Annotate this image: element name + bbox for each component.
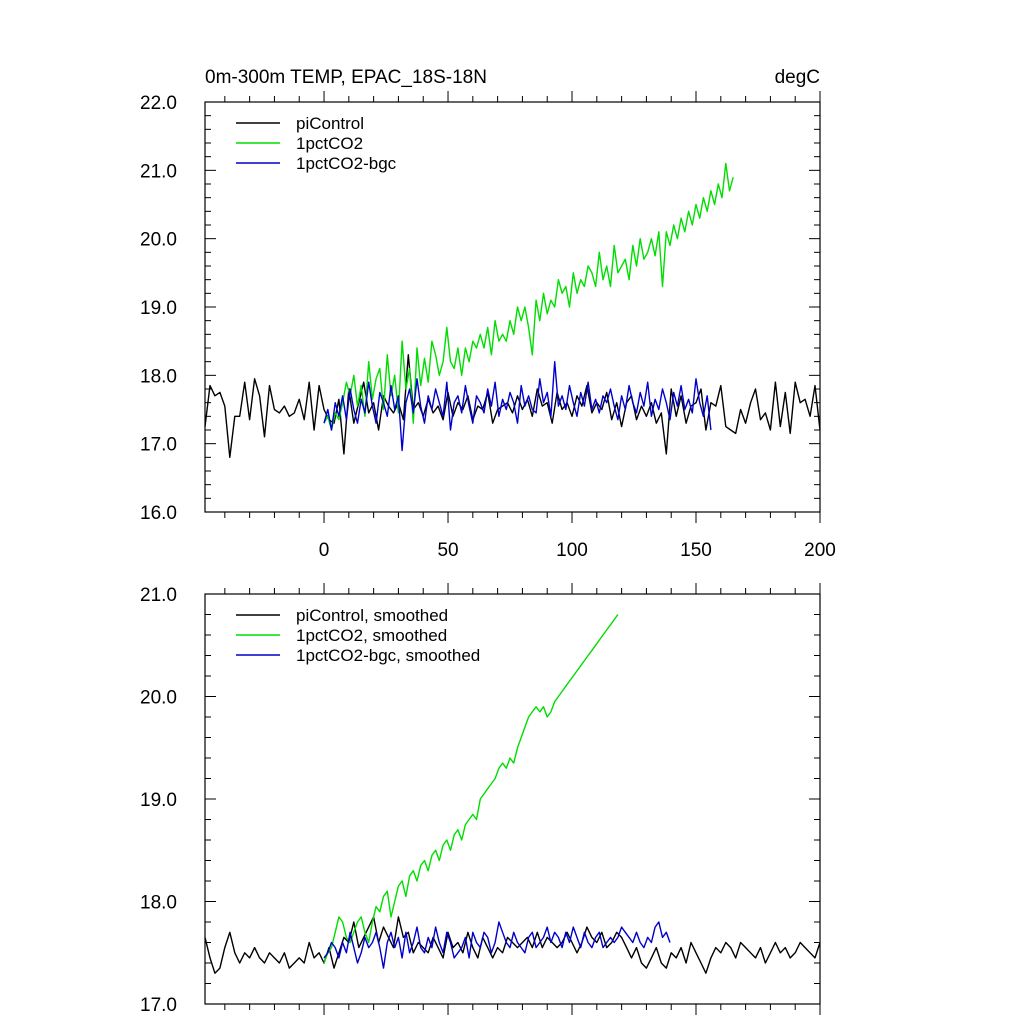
series-line: [204, 354, 821, 458]
y-tick-label: 22.0: [140, 93, 177, 114]
y-tick-label: 19.0: [140, 790, 177, 811]
x-tick-label: 100: [556, 540, 588, 561]
x-tick-label: 200: [804, 540, 836, 561]
y-tick-label: 18.0: [140, 893, 177, 914]
chart-title: 0m-300m TEMP, EPAC_18S-18N: [205, 67, 487, 88]
y-tick-label: 21.0: [140, 161, 177, 182]
units-label: degC: [775, 67, 820, 88]
series-line: [323, 361, 712, 452]
legend-label: piControl, smoothed: [296, 606, 448, 625]
y-tick-label: 18.0: [140, 366, 177, 387]
series-group-bottom: [204, 614, 821, 974]
series-line: [323, 614, 619, 964]
legend-label: 1pctCO2-bgc, smoothed: [296, 646, 480, 665]
y-tick-label: 20.0: [140, 688, 177, 709]
y-tick-label: 21.0: [140, 585, 177, 606]
legend-label: piControl: [296, 114, 364, 133]
legend-label: 1pctCO2-bgc: [296, 154, 397, 173]
legend-label: 1pctCO2, smoothed: [296, 626, 447, 645]
legend-label: 1pctCO2: [296, 134, 363, 153]
y-tick-label: 20.0: [140, 230, 177, 251]
top-panel: 0m-300m TEMP, EPAC_18S-18N degC 16.0 17.0…: [140, 67, 836, 561]
x-tick-label: 150: [680, 540, 712, 561]
y-tick-label: 16.0: [140, 503, 177, 524]
bottom-panel: 17.0 18.0 19.0 20.0 21.0 piControl, smoothed…: [140, 583, 821, 1016]
series-group-top: [204, 162, 821, 458]
series-line: [323, 921, 671, 969]
x-tick-label: 50: [437, 540, 458, 561]
y-tick-label: 19.0: [140, 298, 177, 319]
series-line: [204, 916, 821, 974]
tick-group-top: 16.0 17.0 18.0 19.0 20.0 21.0 22.0 0 50 100 150 200: [140, 91, 836, 561]
y-tick-label: 17.0: [140, 435, 177, 456]
series-line: [323, 162, 734, 431]
tick-group-bottom: 17.0 18.0 19.0 20.0 21.0: [140, 583, 821, 1016]
x-tick-label: 0: [319, 540, 330, 561]
y-tick-label: 17.0: [140, 995, 177, 1016]
